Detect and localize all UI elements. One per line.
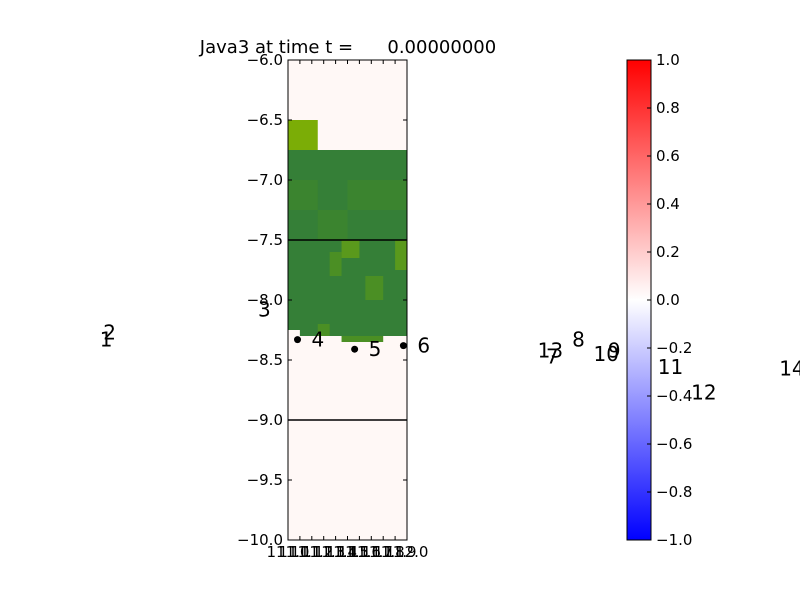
colorbar-tick-label: 0.8	[656, 99, 680, 117]
gauge-label: 2	[103, 320, 116, 344]
y-tick-label: −6.5	[247, 111, 283, 129]
x-tick-label: 111.8	[362, 543, 405, 561]
gauge-label: 10	[594, 342, 619, 366]
heatmap-cell	[329, 252, 342, 276]
gauge-label: 14	[779, 356, 800, 380]
heatmap-cell	[288, 180, 318, 210]
x-tick-label: 111.5	[326, 543, 369, 561]
heatmap-cell	[299, 330, 407, 336]
heatmap-cells	[288, 120, 407, 342]
colorbar-tick-label: 0.0	[656, 291, 680, 309]
heatmap-cell	[317, 324, 330, 336]
colorbar-axis: 1.0 0.8 0.6 0.4 0.2 0.0 −0.2 −0.4 −0.6 −0.8 −1.0	[647, 51, 692, 549]
colorbar-tick-label: −0.4	[656, 387, 692, 405]
gauge-label: 4	[312, 328, 325, 352]
heatmap-cell	[341, 336, 384, 342]
x-tick-label: 111.0	[267, 543, 310, 561]
plot-area: 111.0111.1111.2111.3111.4111.5111.6111.7…	[237, 51, 428, 561]
gauge-point	[351, 345, 359, 353]
x-tick-label: 111.1	[278, 543, 321, 561]
gauge-label: 8	[572, 328, 585, 352]
x-tick-label: 112.0	[386, 543, 429, 561]
x-axis: 111.0111.1111.2111.3111.4111.5111.6111.7…	[267, 60, 429, 561]
gauge-label: 11	[658, 355, 683, 379]
reference-lines	[288, 239, 407, 421]
y-tick-label: −7.0	[247, 171, 283, 189]
gauge-point	[399, 342, 407, 350]
y-tick-label: −8.5	[247, 351, 283, 369]
heatmap-cell	[347, 180, 407, 210]
y-tick-label: −8.0	[247, 291, 283, 309]
y-tick-label: −9.0	[247, 411, 283, 429]
colorbar-tick-label: −0.2	[656, 339, 692, 357]
colorbar-tick-label: 0.4	[656, 195, 680, 213]
heatmap-cell	[365, 276, 384, 300]
y-tick-label: −6.0	[247, 51, 283, 69]
gauge-point	[294, 336, 302, 344]
heatmap-cell	[395, 240, 407, 270]
chart-title: Java3 at time t = 0.00000000	[199, 37, 496, 58]
x-tick-label: 111.2	[290, 543, 333, 561]
x-tick-label: 111.3	[302, 543, 345, 561]
heatmap-cell	[341, 240, 360, 258]
x-tick-label: 111.9	[374, 543, 417, 561]
x-tick-label: 111.6	[338, 543, 381, 561]
heatmap-cell	[288, 120, 318, 150]
colorbar-tick-label: 1.0	[656, 51, 680, 69]
y-tick-label: −9.5	[247, 471, 283, 489]
gauge-label: 13	[538, 338, 563, 362]
colorbar-tick-label: −0.8	[656, 483, 692, 501]
gauge-label: 6	[417, 334, 430, 358]
colorbar-tick-label: 0.6	[656, 147, 680, 165]
gauge-label: 1	[100, 328, 113, 352]
gauge-label: 5	[369, 337, 382, 361]
x-tick-label: 111.4	[314, 543, 357, 561]
gauge-label: 3	[258, 298, 271, 322]
heatmap-cell	[317, 210, 348, 240]
x-tick-label: 111.7	[350, 543, 393, 561]
colorbar: 1.0 0.8 0.6 0.4 0.2 0.0 −0.2 −0.4 −0.6 −0.8 −1.0	[626, 51, 692, 549]
gauge-label: 9	[608, 338, 621, 362]
gauge-label: 12	[691, 380, 716, 404]
y-tick-label: −10.0	[237, 531, 283, 549]
gauge-label: 7	[546, 344, 559, 368]
colorbar-tick-label: 0.2	[656, 243, 680, 261]
colorbar-tick-label: −1.0	[656, 531, 692, 549]
y-tick-label: −7.5	[247, 231, 283, 249]
y-axis: −6.0 −6.5 −7.0 −7.5 −8.0 −8.5 −9.0 −9.5 −10.0	[237, 51, 407, 549]
colorbar-tick-label: −0.6	[656, 435, 692, 453]
